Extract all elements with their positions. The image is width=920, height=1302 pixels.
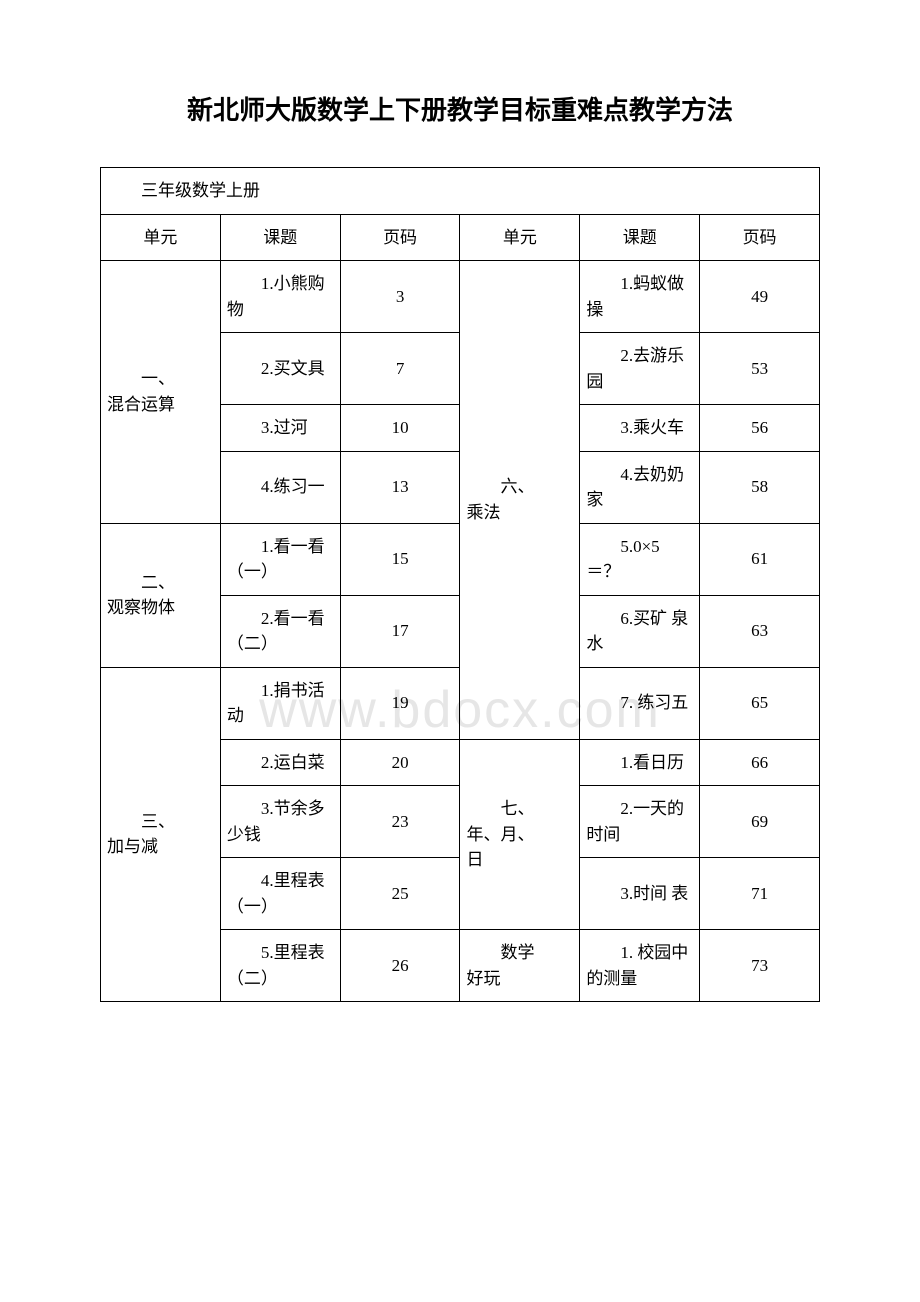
topic-cell: 1.小熊购物 (220, 261, 340, 333)
topic-cell: 2.买文具 (220, 333, 340, 405)
page-cell: 73 (700, 930, 820, 1002)
topic-cell: 4.里程表（一） (220, 858, 340, 930)
unit-cell: 一、 混合运算 (101, 261, 221, 524)
unit-cell: 六、 乘法 (460, 261, 580, 740)
topic-cell: 5.里程表（二） (220, 930, 340, 1002)
page-cell: 63 (700, 595, 820, 667)
page-cell: 65 (700, 667, 820, 739)
page-cell: 13 (340, 451, 460, 523)
col-header-topic-left: 课题 (220, 214, 340, 261)
topic-cell: 1.蚂蚁做操 (580, 261, 700, 333)
page-cell: 58 (700, 451, 820, 523)
topic-cell: 1.看日历 (580, 739, 700, 786)
page-cell: 23 (340, 786, 460, 858)
topic-cell: 3.时间 表 (580, 858, 700, 930)
topic-cell: 3.节余多少钱 (220, 786, 340, 858)
topic-cell: 2.一天的时间 (580, 786, 700, 858)
unit-cell: 数学 好玩 (460, 930, 580, 1002)
topic-cell: 2.去游乐园 (580, 333, 700, 405)
topic-cell: 5.0×5＝？ (580, 523, 700, 595)
topic-cell: 1.看一看（一） (220, 523, 340, 595)
unit-cell: 二、 观察物体 (101, 523, 221, 667)
topic-cell: 1.捐书活动 (220, 667, 340, 739)
page-cell: 19 (340, 667, 460, 739)
page-cell: 56 (700, 405, 820, 452)
table-header-row: 单元 课题 页码 单元 课题 页码 (101, 214, 820, 261)
page-cell: 3 (340, 261, 460, 333)
page-cell: 49 (700, 261, 820, 333)
page-cell: 69 (700, 786, 820, 858)
topic-cell: 6.买矿 泉 水 (580, 595, 700, 667)
topic-cell: 4.练习一 (220, 451, 340, 523)
page-cell: 66 (700, 739, 820, 786)
topic-cell: 7. 练习五 (580, 667, 700, 739)
page-cell: 25 (340, 858, 460, 930)
unit-cell: 七、 年、月、 日 (460, 739, 580, 930)
page-cell: 7 (340, 333, 460, 405)
page-title: 新北师大版数学上下册教学目标重难点教学方法 (100, 90, 820, 127)
toc-table: 三年级数学上册 单元 课题 页码 单元 课题 页码 一、 混合运算 1.小熊购物… (100, 167, 820, 1002)
table-row: 一、 混合运算 1.小熊购物 3 六、 乘法 1.蚂蚁做操 49 (101, 261, 820, 333)
page-cell: 15 (340, 523, 460, 595)
table-caption: 三年级数学上册 (101, 168, 820, 215)
page-cell: 10 (340, 405, 460, 452)
col-header-topic-right: 课题 (580, 214, 700, 261)
topic-cell: 2.运白菜 (220, 739, 340, 786)
topic-cell: 4.去奶奶家 (580, 451, 700, 523)
page-cell: 71 (700, 858, 820, 930)
topic-cell: 2.看一看（二） (220, 595, 340, 667)
col-header-page-right: 页码 (700, 214, 820, 261)
page-cell: 26 (340, 930, 460, 1002)
page-cell: 17 (340, 595, 460, 667)
table-caption-row: 三年级数学上册 (101, 168, 820, 215)
page-cell: 20 (340, 739, 460, 786)
unit-cell: 三、 加与减 (101, 667, 221, 1002)
topic-cell: 3.乘火车 (580, 405, 700, 452)
page-cell: 61 (700, 523, 820, 595)
col-header-page-left: 页码 (340, 214, 460, 261)
topic-cell: 1. 校园中的测量 (580, 930, 700, 1002)
topic-cell: 3.过河 (220, 405, 340, 452)
col-header-unit-right: 单元 (460, 214, 580, 261)
col-header-unit-left: 单元 (101, 214, 221, 261)
page-cell: 53 (700, 333, 820, 405)
